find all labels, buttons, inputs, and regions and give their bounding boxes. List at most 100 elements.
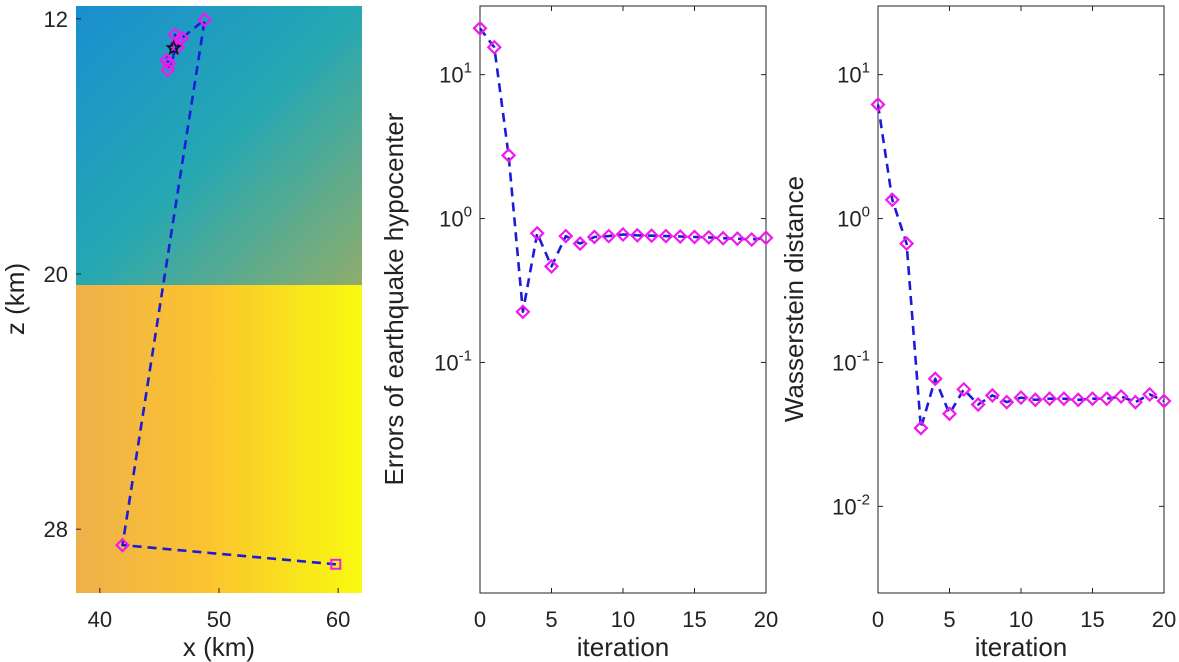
right-point-marker xyxy=(984,387,1000,403)
right-point-marker xyxy=(956,381,972,397)
right-point-marker xyxy=(927,371,943,387)
right-y-tick-label: 10-2 xyxy=(832,491,870,519)
middle-point-marker xyxy=(701,229,717,245)
middle-y-tick-label-exponent: -1 xyxy=(459,347,472,364)
left-axis-ticks: 40 50 60 12 20 28 xyxy=(44,7,351,632)
right-x-tick-label: 20 xyxy=(1152,607,1176,632)
right-y-tick-label-base: 10 xyxy=(837,207,861,232)
right-point-marker xyxy=(884,192,900,208)
right-x-tick-label: 10 xyxy=(1009,607,1033,632)
middle-point-marker xyxy=(586,229,602,245)
middle-y-tick-label-base: 10 xyxy=(439,207,463,232)
middle-point-marker xyxy=(501,147,517,163)
middle-point-marker xyxy=(615,226,631,243)
right-x-axis-title: iteration xyxy=(975,632,1068,662)
right-plot-frame xyxy=(877,5,1165,594)
left-x-tick-label: 40 xyxy=(88,607,112,632)
upper-layer-background xyxy=(76,6,362,285)
middle-y-tick-label-base: 10 xyxy=(434,350,458,375)
right-point-marker xyxy=(1084,391,1101,407)
right-point-marker xyxy=(913,420,929,436)
middle-plot-frame xyxy=(479,5,767,594)
right-x-tick-label: 5 xyxy=(943,607,955,632)
right-y-tick-label-exponent: 1 xyxy=(862,60,870,77)
middle-point-marker xyxy=(529,225,545,241)
right-y-tick-label-exponent: -2 xyxy=(857,491,870,508)
middle-point-marker xyxy=(472,20,488,36)
right-point-marker xyxy=(899,236,915,252)
middle-x-tick-label: 15 xyxy=(682,607,706,632)
right-point-marker xyxy=(1113,388,1129,405)
middle-point-marker xyxy=(672,228,688,245)
middle-x-tick-label: 5 xyxy=(545,607,557,632)
middle-y-tick-label: 10-1 xyxy=(434,347,472,375)
left-path-marker xyxy=(114,537,131,553)
right-x-tick-label: 0 xyxy=(872,607,884,632)
left-y-axis-title: z (km) xyxy=(0,263,30,335)
right-y-tick-label-exponent: 0 xyxy=(862,204,870,221)
middle-point-marker xyxy=(686,229,703,245)
left-x-tick-label: 60 xyxy=(326,607,350,632)
right-point-marker xyxy=(1099,391,1115,407)
middle-x-tick-label: 20 xyxy=(754,607,778,632)
middle-series-line xyxy=(478,27,767,314)
right-y-axis-title: Wasserstein distance xyxy=(779,176,809,422)
right-point-marker xyxy=(1013,390,1029,406)
right-point-marker xyxy=(1042,391,1058,407)
right-y-tick-label-base: 10 xyxy=(837,63,861,88)
right-point-marker xyxy=(1056,391,1072,407)
right-series-line xyxy=(876,104,1165,430)
left-path-marker xyxy=(161,55,177,71)
middle-point-marker xyxy=(629,227,645,243)
right-point-marker xyxy=(1027,392,1043,408)
left-path-marker xyxy=(167,27,183,43)
left-path-marker xyxy=(197,12,213,28)
right-point-marker xyxy=(870,96,886,113)
right-y-tick-label: 100 xyxy=(837,204,870,232)
middle-point-marker xyxy=(758,230,774,246)
right-point-marker xyxy=(999,394,1015,410)
right-point-marker xyxy=(970,396,986,413)
middle-series-lines xyxy=(478,27,767,314)
middle-point-marker xyxy=(744,231,760,248)
middle-y-tick-label-exponent: 1 xyxy=(464,60,472,77)
middle-x-tick-label: 0 xyxy=(474,607,486,632)
middle-point-marker xyxy=(729,231,745,247)
left-y-tick-label: 28 xyxy=(44,517,68,542)
left-y-tick-label: 20 xyxy=(44,262,68,287)
right-x-tick-label: 15 xyxy=(1080,607,1104,632)
middle-point-marker xyxy=(486,39,502,55)
middle-point-marker xyxy=(715,230,731,246)
middle-y-tick-label: 100 xyxy=(439,204,472,232)
middle-y-tick-label: 101 xyxy=(439,60,472,88)
left-series-markers xyxy=(114,12,342,570)
left-x-tick-label: 50 xyxy=(207,607,231,632)
right-series-lines xyxy=(876,104,1165,430)
middle-point-marker xyxy=(515,304,531,320)
middle-y-tick-label-exponent: 0 xyxy=(464,204,472,221)
middle-point-marker xyxy=(644,228,660,244)
left-x-axis-title: x (km) xyxy=(183,632,255,662)
middle-series-markers xyxy=(472,20,774,320)
left-y-tick-label: 12 xyxy=(44,7,68,32)
right-point-marker xyxy=(1127,394,1143,410)
right-point-marker xyxy=(1142,386,1158,402)
middle-point-marker xyxy=(572,236,588,252)
middle-point-marker xyxy=(543,258,560,274)
middle-y-tick-label-base: 10 xyxy=(439,63,463,88)
right-y-tick-label-base: 10 xyxy=(832,350,856,375)
middle-point-marker xyxy=(601,228,617,244)
right-point-marker xyxy=(941,406,958,422)
right-point-marker xyxy=(1156,393,1172,409)
true-hypocenter-star xyxy=(165,39,183,56)
middle-x-tick-label: 10 xyxy=(611,607,635,632)
right-y-tick-label: 101 xyxy=(837,60,870,88)
right-y-tick-label-base: 10 xyxy=(832,494,856,519)
left-start-marker xyxy=(330,558,342,570)
panel-hypocenter-path: 40 50 60 12 20 28 x (km) z (km) xyxy=(0,6,362,662)
